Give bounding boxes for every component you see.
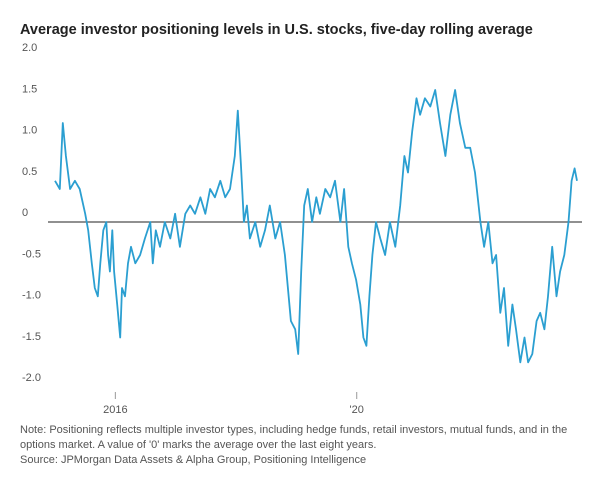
y-tick-label: -0.5 [22,248,41,260]
y-tick-label: -2.0 [22,372,41,384]
x-tick-label: '20 [350,404,364,416]
source: Source: JPMorgan Data Assets & Alpha Gro… [20,454,367,466]
y-tick-label: 1.0 [22,125,37,137]
y-tick-label: -1.5 [22,331,41,343]
chart: Average investor positioning levels in U… [20,22,582,416]
notes: Note: Positioning reflects multiple inve… [20,423,595,468]
chart-title: Average investor positioning levels in U… [20,22,533,38]
y-tick-label: 0 [22,207,28,219]
y-tick-label: 0.5 [22,166,37,178]
x-tick-label: 2016 [103,404,127,416]
y-tick-label: -1.0 [22,290,41,302]
note: Note: Positioning reflects multiple inve… [20,424,568,451]
y-tick-label: 1.5 [22,83,37,95]
y-tick-label: 2.0 [22,42,37,54]
series-line [54,89,578,364]
